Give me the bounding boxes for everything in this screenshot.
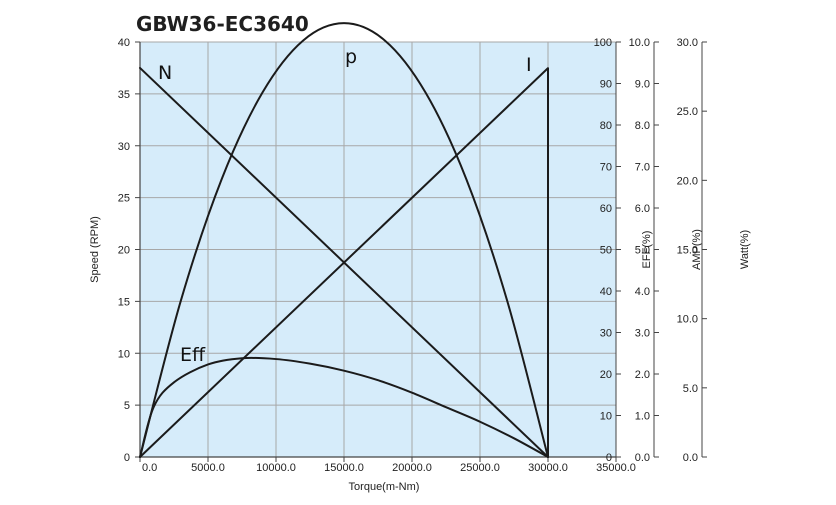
axis-3-tick-label: 20.0: [677, 175, 698, 187]
x-tick-label: 20000.0: [392, 462, 432, 474]
speed-tick-label: 40: [118, 37, 130, 49]
x-axis: 0.0 5000.0 10000.0 15000.0 20000.0 25000.0 300…: [139, 456, 636, 474]
series-eff-line: [139, 356, 549, 458]
axis-1-tick-label: 30: [600, 328, 612, 340]
speed-tick-label: 35: [118, 89, 130, 101]
axis-3-tick-label: 5.0: [683, 383, 698, 395]
speed-tick-label: 5: [124, 400, 130, 412]
speed-tick-label: 10: [118, 348, 130, 360]
axis-3-tick-label: 0.0: [683, 452, 698, 464]
axis-2-label: AMP(%): [691, 229, 703, 270]
series-i-line: [139, 67, 549, 458]
x-tick-label: 10000.0: [256, 462, 296, 474]
y-axes: 0 5 10 15 20 25 30 35 40 Speed (RPM) 0 10 20 30 40 50 60…: [89, 37, 751, 464]
axis-0-label: Speed (RPM): [89, 216, 101, 283]
series-p-line: [139, 22, 549, 458]
speed-tick-label: 20: [118, 245, 130, 257]
axis-1-tick-label: 40: [600, 286, 612, 298]
axis-1-tick-label: 50: [600, 245, 612, 257]
axis-1-tick-label: 100: [594, 37, 612, 49]
axis-1-tick-label: 70: [600, 162, 612, 174]
axis-2-tick-label: 9.0: [635, 79, 650, 91]
series-p-label: p: [345, 46, 357, 68]
axis-3-tick-label: 30.0: [677, 37, 698, 49]
x-tick-label: 35000.0: [596, 462, 636, 474]
series-i-label: I: [526, 54, 532, 76]
series-labels: N Ip Eff: [158, 46, 532, 366]
x-tick-label: 15000.0: [324, 462, 364, 474]
axis-2-tick-label: 5.0: [635, 245, 650, 257]
axis-1-tick-label: 90: [600, 79, 612, 91]
x-tick-label: 25000.0: [460, 462, 500, 474]
x-axis-label: Torque(m-Nm): [349, 481, 420, 493]
axis-1-tick-label: 20: [600, 369, 612, 381]
chart-title: GBW36-EC3640: [136, 12, 309, 36]
axis-2-tick-label: 3.0: [635, 328, 650, 340]
axis-2-tick-label: 7.0: [635, 162, 650, 174]
plot-layer: [139, 41, 617, 458]
speed-tick-label: 0: [124, 452, 130, 464]
axis-2-tick-label: 0.0: [635, 452, 650, 464]
x-tick-label: 5000.0: [191, 462, 225, 474]
series-layer: [139, 22, 549, 458]
speed-tick-label: 25: [118, 193, 130, 205]
series-eff-label: Eff: [180, 344, 206, 366]
axis-1-tick-label: 10: [600, 411, 612, 423]
x-tick-label: 30000.0: [528, 462, 568, 474]
axis-1-tick-label: 0: [606, 452, 612, 464]
axis-2-tick-label: 10.0: [629, 37, 650, 49]
axis-1-label: EFF(%): [641, 231, 653, 269]
series-n-label: N: [158, 62, 172, 84]
axis-1-tick-label: 80: [600, 120, 612, 132]
axis-3-tick-label: 10.0: [677, 314, 698, 326]
axis-3-tick-label: 25.0: [677, 106, 698, 118]
axis-1-tick-label: 60: [600, 203, 612, 215]
axis-3-label: Watt(%): [739, 230, 751, 269]
axis-3-tick-label: 15.0: [677, 245, 698, 257]
axis-2-tick-label: 1.0: [635, 411, 650, 423]
x-tick-label: 0.0: [142, 462, 157, 474]
axis-2-tick-label: 4.0: [635, 286, 650, 298]
speed-tick-label: 15: [118, 296, 130, 308]
speed-tick-label: 30: [118, 141, 130, 153]
axis-2-tick-label: 8.0: [635, 120, 650, 132]
axis-2-tick-label: 6.0: [635, 203, 650, 215]
axis-2-tick-label: 2.0: [635, 369, 650, 381]
